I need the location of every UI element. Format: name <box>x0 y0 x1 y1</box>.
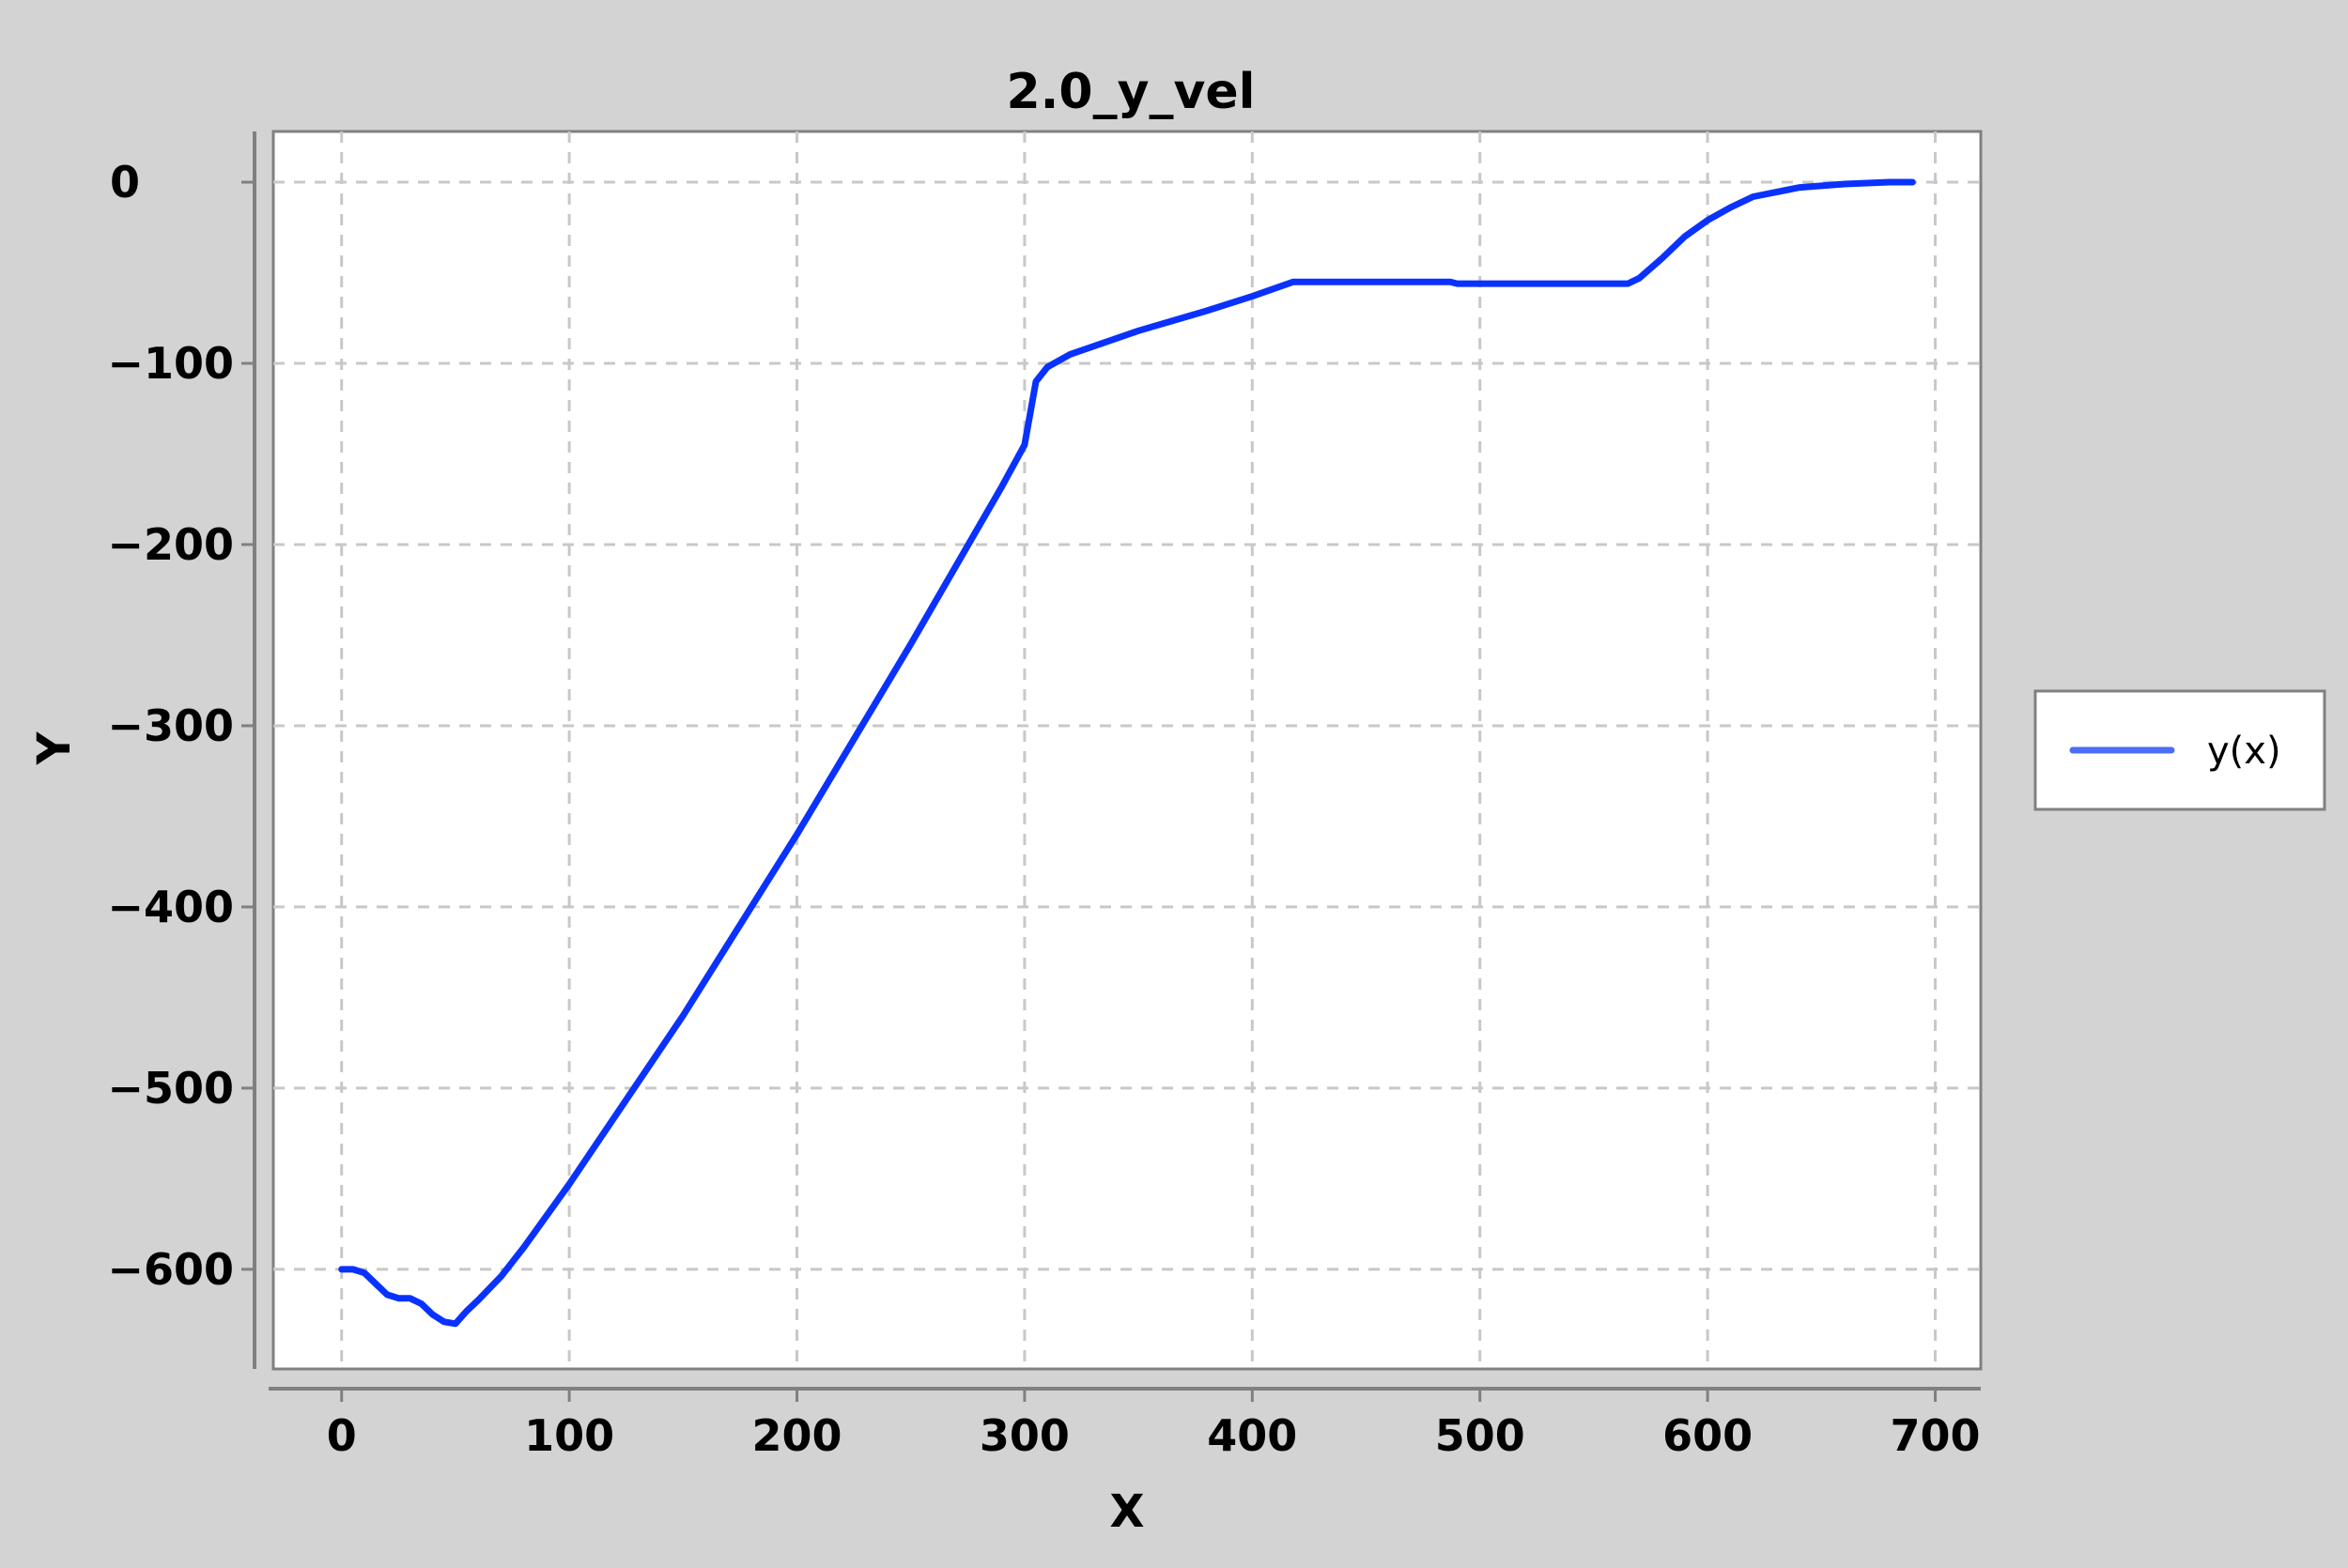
legend: y(x) <box>2033 689 2326 811</box>
x-tick-label-300: 300 <box>980 1410 1070 1461</box>
x-tick-label-100: 100 <box>524 1410 614 1461</box>
series-line-0 <box>338 178 1916 1328</box>
y-tick-label-0: 0 <box>110 157 140 208</box>
x-tick-label-200: 200 <box>752 1410 842 1461</box>
x-tick-label-600: 600 <box>1662 1410 1753 1461</box>
y-tick-label--300: −300 <box>107 700 234 751</box>
axis-ticks: 0 100 200 300 400 500 600 700 0 −100 −200 −300 −400 −… <box>107 157 1980 1461</box>
x-tick-label-0: 0 <box>327 1410 357 1461</box>
x-tick-label-700: 700 <box>1891 1410 1981 1461</box>
y-tick-label--100: −100 <box>107 338 234 389</box>
x-axis-label: X <box>1109 1485 1144 1538</box>
chart-title: 2.0_y_vel <box>1006 64 1255 120</box>
plot-area <box>271 130 1983 1371</box>
series-lines <box>338 178 1916 1328</box>
x-tick-label-400: 400 <box>1207 1410 1297 1461</box>
y-tick-label--600: −600 <box>107 1244 234 1295</box>
y-tick-label--200: −200 <box>107 519 234 570</box>
y-axis-label: Y <box>28 730 81 765</box>
y-tick-label--500: −500 <box>107 1063 234 1114</box>
legend-label-y-x: y(x) <box>2207 730 2281 773</box>
grid-lines <box>273 131 1981 1369</box>
x-tick-label-500: 500 <box>1435 1410 1525 1461</box>
y-tick-label--400: −400 <box>107 882 234 932</box>
